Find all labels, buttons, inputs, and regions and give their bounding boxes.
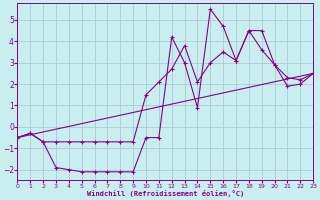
X-axis label: Windchill (Refroidissement éolien,°C): Windchill (Refroidissement éolien,°C) [87, 190, 244, 197]
